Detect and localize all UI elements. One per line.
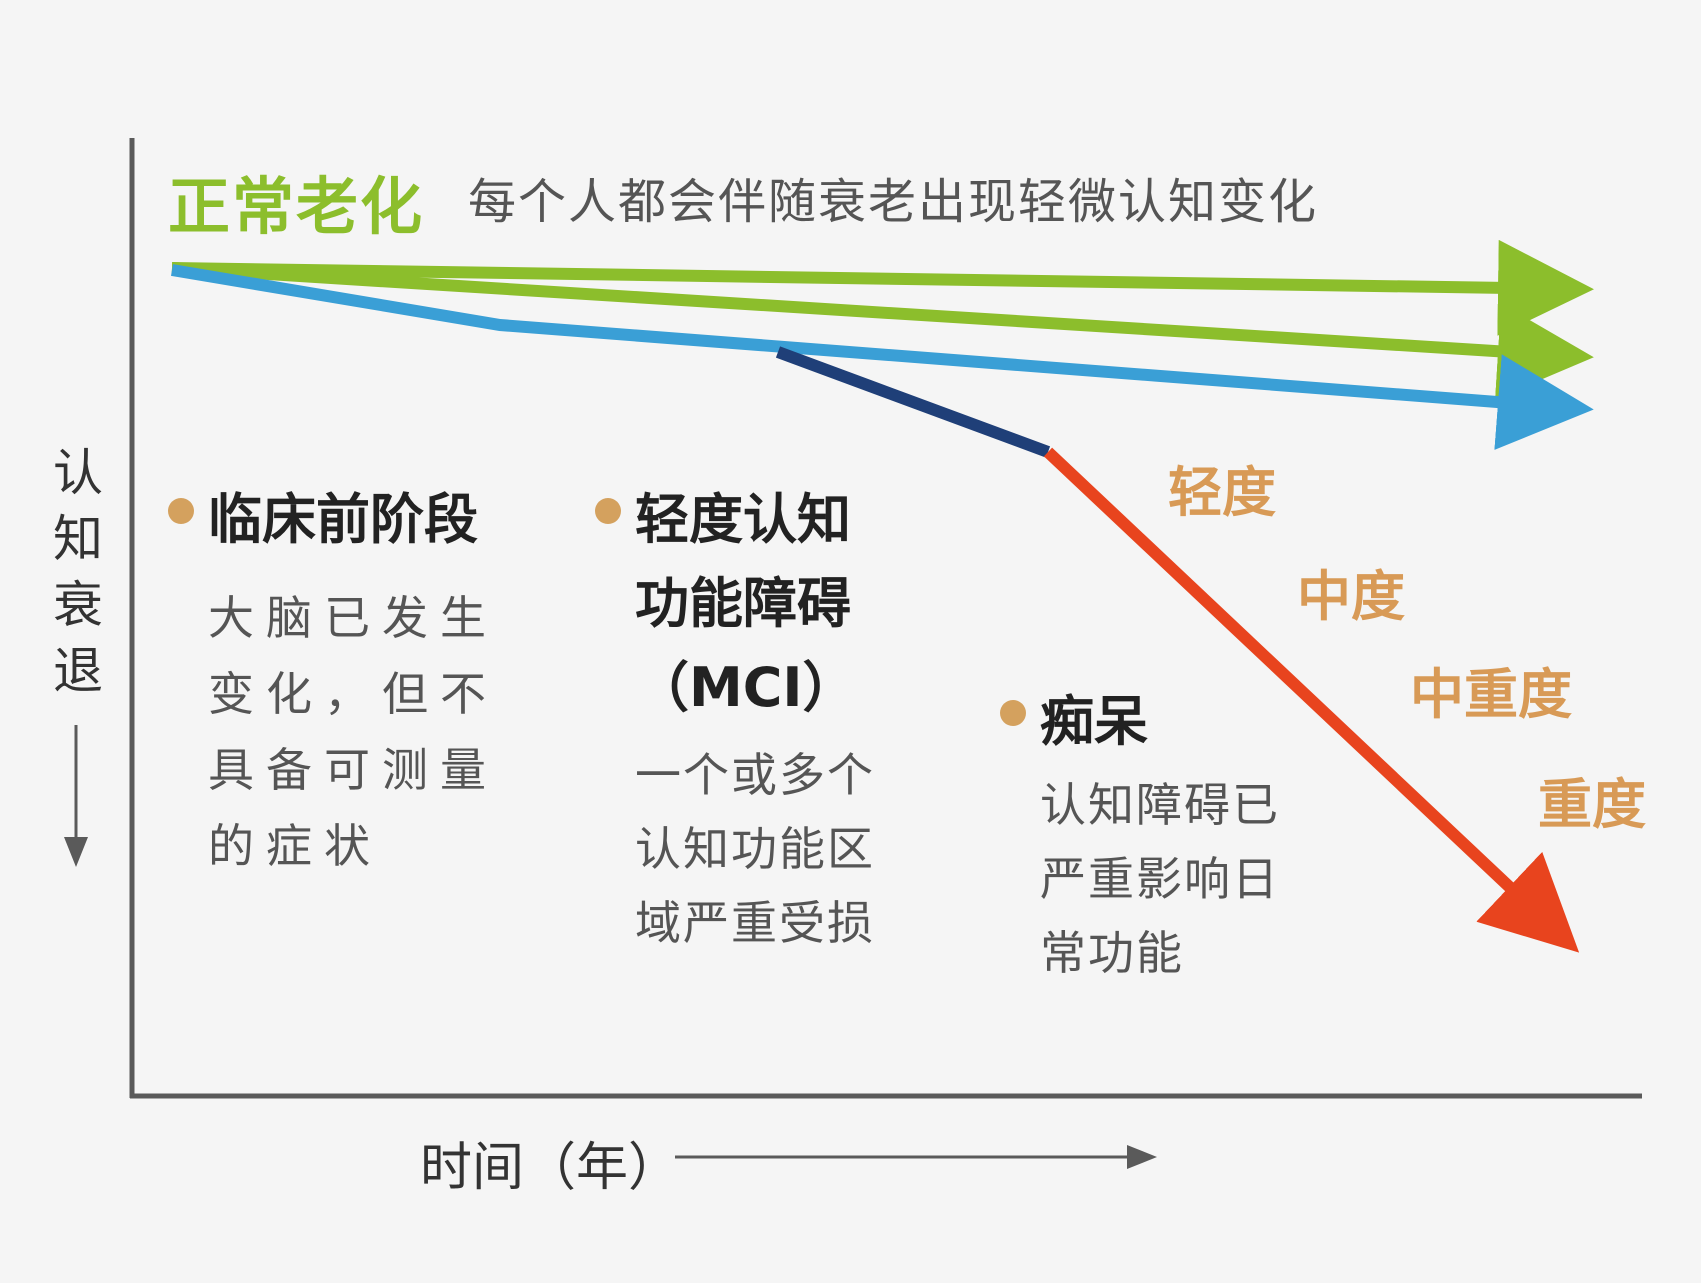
- stage-mci-title: 轻度认知功能障碍（MCI）: [635, 488, 857, 719]
- normal-aging-line-2: [171, 262, 1594, 400]
- stage-mci: 轻度认知功能障碍（MCI） 一个或多个认知功能区域严重受损: [595, 478, 895, 960]
- stage-bullet-dot: [168, 498, 194, 524]
- dementia-line: [1043, 447, 1580, 953]
- y-axis-label: 认知衰退: [53, 444, 103, 700]
- stage-preclinical-description: 大脑已发生变化，但不具备可测量的症状: [208, 591, 498, 873]
- normal-aging-line-1: [171, 239, 1594, 336]
- stage-preclinical: 临床前阶段 大脑已发生变化，但不具备可测量的症状: [168, 478, 528, 884]
- stage-mci-description: 一个或多个认知功能区域严重受损: [635, 748, 875, 950]
- stage-preclinical-title: 临床前阶段: [208, 488, 478, 551]
- mci-line: [775, 346, 1051, 458]
- stage-bullet-dot: [595, 498, 621, 524]
- preclinical-line: [171, 264, 1594, 450]
- severity-moderately-severe: 中重度: [1410, 663, 1572, 726]
- normal-aging-subtitle: 每个人都会伴随衰老出现轻微认知变化: [468, 174, 1319, 230]
- normal-aging-title: 正常老化: [168, 170, 425, 243]
- severity-moderate: 中度: [1297, 565, 1405, 628]
- stage-dementia-description: 认知障碍已严重影响日常功能: [1040, 778, 1280, 980]
- severity-severe: 重度: [1538, 773, 1646, 836]
- stage-bullet-dot: [1000, 700, 1026, 726]
- severity-mild: 轻度: [1168, 461, 1276, 524]
- stage-dementia-title: 痴呆: [1040, 690, 1148, 753]
- stage-dementia: 痴呆 认知障碍已严重影响日常功能: [1000, 680, 1310, 990]
- x-axis-label: 时间（年）: [420, 1138, 681, 1198]
